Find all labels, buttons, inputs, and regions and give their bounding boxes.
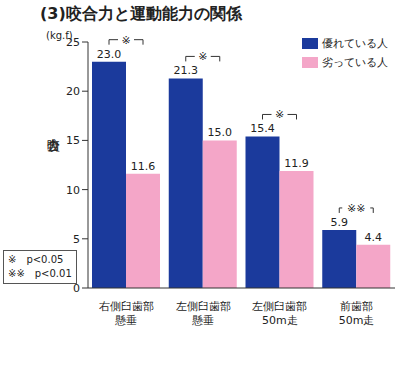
svg-text:20: 20: [66, 85, 80, 98]
html-text:(kg.f): (kg.f): [46, 30, 73, 41]
svg-text:11.6: 11.6: [131, 160, 156, 173]
svg-text:※※: ※※: [347, 202, 365, 215]
svg-text:25: 25: [66, 36, 80, 49]
html-text:劣っている人: 劣っている人: [322, 56, 388, 69]
svg-text:5: 5: [73, 233, 80, 246]
svg-text:※: ※: [121, 34, 130, 47]
svg-text:※: ※: [198, 50, 207, 63]
svg-text:15.0: 15.0: [208, 126, 233, 139]
svg-text:5.9: 5.9: [331, 216, 349, 229]
svg-text:15: 15: [66, 134, 80, 147]
svg-text:23.0: 23.0: [97, 48, 122, 61]
html-text:※※ p<0.01: ※※ p<0.01: [8, 268, 72, 279]
html-text:(3)咬合力と運動能力の関係: (3)咬合力と運動能力の関係: [40, 4, 242, 23]
svg-text:※: ※: [275, 108, 284, 121]
svg-text:11.9: 11.9: [284, 157, 309, 170]
svg-text:15.4: 15.4: [250, 122, 275, 135]
html-text:優れている人: 優れている人: [322, 37, 388, 50]
svg-text:前歯部50m走: 前歯部50m走: [339, 300, 375, 327]
html-text:※ p<0.05: ※ p<0.05: [8, 254, 64, 265]
svg-text:10: 10: [66, 184, 80, 197]
svg-text:4.4: 4.4: [365, 231, 383, 244]
svg-text:21.3: 21.3: [174, 64, 199, 77]
svg-text:0: 0: [73, 282, 80, 295]
svg-text:左側臼歯部50m走: 左側臼歯部50m走: [252, 300, 307, 327]
svg-text:右側臼歯部懸垂: 右側臼歯部懸垂: [99, 300, 154, 327]
svg-text:左側臼歯部懸垂: 左側臼歯部懸垂: [176, 300, 231, 327]
